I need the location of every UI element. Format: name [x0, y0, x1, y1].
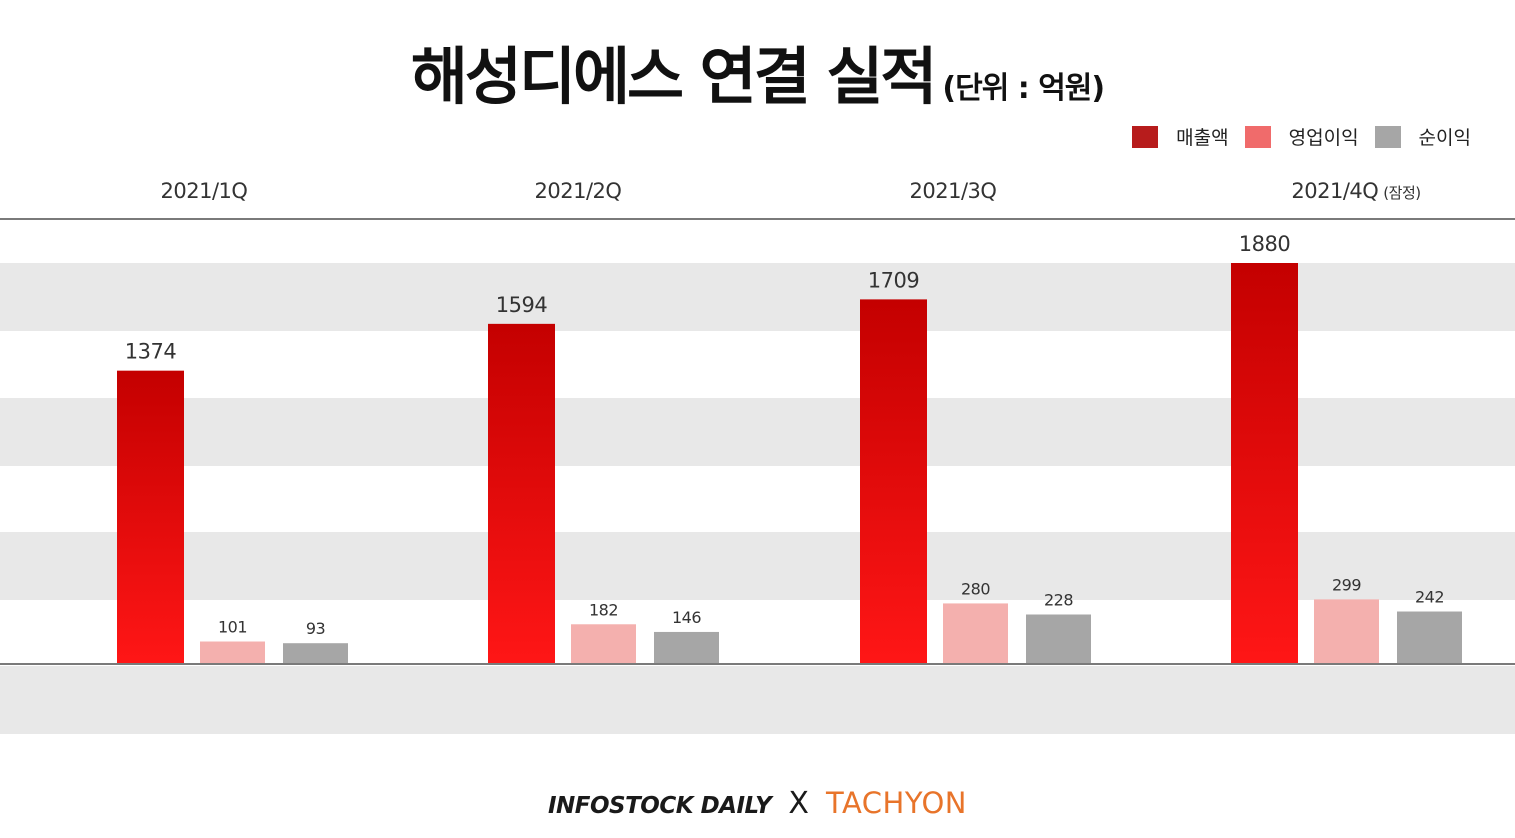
- bar-operating-profit: [1314, 599, 1379, 663]
- category-label-q4: 2021/4Q (잠정): [1291, 179, 1421, 203]
- bar-operating-profit: [200, 641, 265, 663]
- value-label-operating-profit: 182: [589, 600, 618, 619]
- bar-operating-profit: [943, 603, 1008, 663]
- value-label-revenue: 1709: [868, 268, 919, 292]
- value-label-net-profit: 93: [306, 619, 325, 638]
- category-label-q2: 2021/2Q: [535, 179, 622, 203]
- bar-revenue: [488, 323, 555, 663]
- bar-revenue: [117, 370, 184, 663]
- legend: 매출액 영업이익 순이익: [1132, 123, 1471, 150]
- bar-net-profit: [654, 631, 719, 663]
- legend-label-operating-profit: 영업이익: [1288, 127, 1359, 149]
- category-label-q3: 2021/3Q: [910, 179, 997, 203]
- value-label-revenue: 1880: [1239, 232, 1290, 256]
- chart-title: 해성디에스 연결 실적: [410, 40, 938, 113]
- value-label-operating-profit: 299: [1332, 575, 1361, 594]
- provisional-note: (잠정): [1383, 184, 1421, 202]
- tachyon-logo: TACHYON: [826, 786, 967, 820]
- footer-logos: INFOSTOCK DAILY X TACHYON: [0, 786, 1515, 821]
- category-label-text: 2021/1Q: [160, 179, 248, 203]
- category-label-text: 2021/4Q: [1291, 179, 1379, 203]
- legend-item-revenue: 매출액: [1132, 123, 1229, 150]
- legend-item-net-profit: 순이익: [1374, 123, 1471, 150]
- legend-swatch-operating-profit: [1244, 125, 1271, 148]
- bar-net-profit: [1397, 611, 1462, 663]
- value-label-operating-profit: 101: [218, 618, 247, 637]
- value-label-net-profit: 242: [1415, 588, 1444, 607]
- category-label-text: 2021/2Q: [534, 179, 622, 203]
- value-label-net-profit: 146: [672, 608, 701, 627]
- category-label-text: 2021/3Q: [909, 179, 997, 203]
- legend-item-operating-profit: 영업이익: [1244, 123, 1359, 150]
- bar-revenue: [860, 299, 927, 663]
- bar-revenue: [1231, 263, 1298, 663]
- bar-net-profit: [283, 643, 348, 663]
- grid-band: [0, 666, 1515, 734]
- infostock-daily-logo: INFOSTOCK DAILY: [547, 793, 772, 819]
- legend-label-revenue: 매출액: [1176, 127, 1229, 149]
- chart-title-block: 해성디에스 연결 실적 (단위 : 억원): [0, 26, 1515, 116]
- legend-swatch-net-profit: [1374, 125, 1401, 148]
- category-label-q1: 2021/1Q: [161, 179, 248, 203]
- unit-label: (단위 : 억원): [942, 71, 1105, 106]
- value-label-net-profit: 228: [1044, 590, 1073, 609]
- legend-swatch-revenue: [1132, 125, 1159, 148]
- legend-label-net-profit: 순이익: [1418, 127, 1471, 149]
- collaboration-x: X: [788, 786, 809, 821]
- value-label-operating-profit: 280: [961, 579, 990, 598]
- value-label-revenue: 1594: [496, 293, 548, 317]
- bar-group: 1374 1594 1709 1880 101 182 280 299 93 146 228 242: [117, 232, 1462, 663]
- value-label-revenue: 1374: [125, 340, 177, 364]
- bar-net-profit: [1026, 614, 1091, 663]
- bar-operating-profit: [571, 624, 636, 663]
